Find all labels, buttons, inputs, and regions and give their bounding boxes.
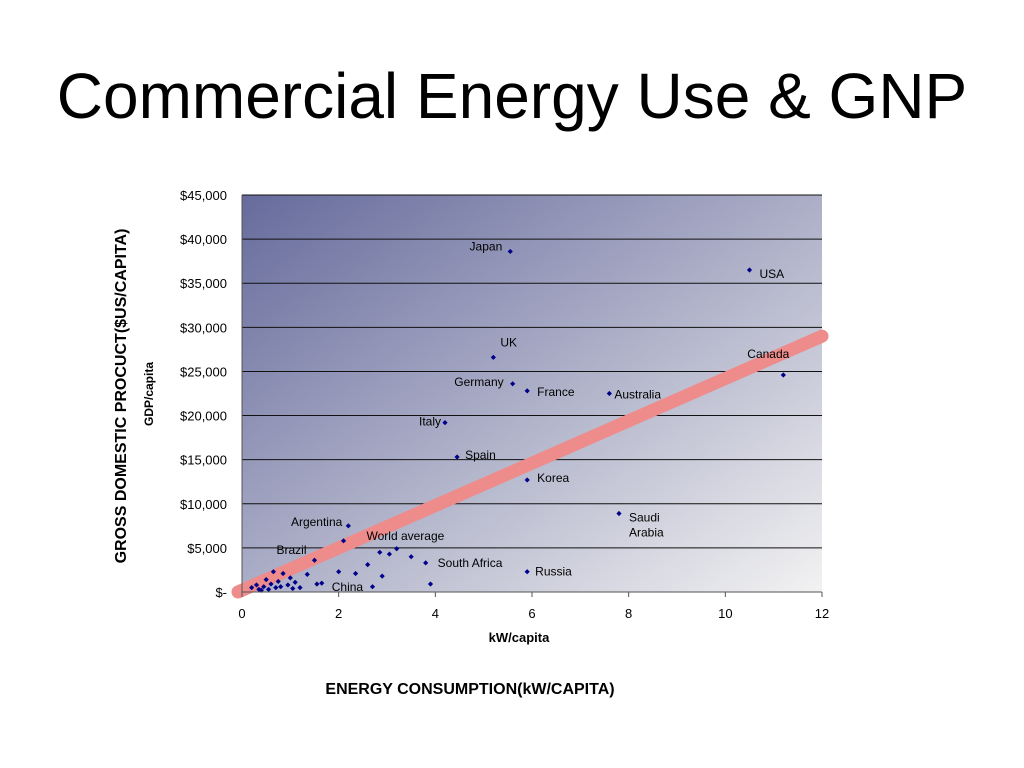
point-label: Saudi Arabia: [629, 510, 664, 539]
y-axis-label: GDP/capita: [142, 362, 156, 426]
data-point: [275, 578, 281, 585]
data-point: [369, 584, 376, 590]
data-point: [270, 569, 277, 575]
x-tick-label: 10: [718, 606, 732, 621]
data-point: [285, 582, 291, 588]
data-point: [379, 573, 385, 579]
y-tick-label: $20,000: [180, 409, 227, 424]
data-point-labeled: [319, 580, 325, 586]
data-point: [386, 551, 393, 557]
x-tick-label: 4: [432, 606, 439, 621]
data-point: [292, 579, 298, 585]
data-point: [290, 585, 296, 592]
data-point-labeled: [616, 510, 622, 517]
point-label: Korea: [537, 471, 569, 485]
point-label: Canada: [747, 347, 789, 361]
data-point: [265, 586, 272, 592]
y-tick-label: $25,000: [180, 364, 227, 379]
data-point-labeled: [510, 381, 516, 387]
data-point-labeled: [442, 420, 448, 426]
y-tick-label: $5,000: [187, 541, 227, 556]
data-point-labeled: [345, 523, 351, 529]
point-label: South Africa: [438, 556, 503, 570]
data-point-labeled: [423, 560, 429, 566]
data-point: [273, 584, 279, 591]
data-point: [365, 562, 371, 568]
point-label: World average: [367, 529, 445, 543]
data-point: [336, 569, 342, 575]
data-point-labeled: [524, 569, 530, 575]
data-point-labeled: [311, 557, 318, 563]
data-point: [427, 581, 434, 587]
data-point: [261, 584, 267, 590]
data-point: [249, 584, 255, 591]
x-tick-label: 2: [335, 606, 342, 621]
trendline-layer: [231, 329, 829, 599]
data-point: [253, 582, 260, 588]
point-label: Argentina: [291, 515, 343, 529]
point-label: Japan: [470, 239, 503, 253]
x-tick-label: 12: [815, 606, 829, 621]
data-point: [287, 575, 293, 581]
outer-x-axis-label: ENERGY CONSUMPTION(kW/CAPITA): [325, 681, 615, 698]
data-point: [278, 584, 284, 590]
x-tick-label: 6: [528, 606, 535, 621]
point-label: China: [332, 580, 364, 594]
data-point-labeled: [524, 477, 530, 483]
point-label: Australia: [614, 388, 661, 402]
data-point: [268, 581, 274, 587]
y-tick-label: $15,000: [180, 453, 227, 468]
y-tick-label: $35,000: [180, 276, 227, 291]
axes: [241, 195, 823, 597]
point-label: USA: [760, 267, 785, 281]
data-point: [377, 549, 383, 555]
y-tick-label: $40,000: [180, 232, 227, 247]
data-point: [258, 587, 264, 593]
data-point-labeled: [606, 390, 612, 397]
plot-area: [242, 195, 822, 592]
data-point: [297, 584, 303, 591]
point-label: Italy: [419, 415, 441, 429]
data-points: [249, 248, 786, 593]
data-point: [304, 571, 310, 577]
point-label: France: [537, 385, 575, 399]
tick-labels: $- $5,000 $10,000 $15,000 $20,000 $25,000 $30,…: [180, 188, 829, 621]
point-label: Russia: [535, 565, 572, 579]
point-label: Spain: [465, 448, 496, 462]
data-point-labeled: [454, 454, 460, 460]
point-label: Germany: [454, 375, 503, 389]
y-tick-label: $-: [215, 585, 227, 600]
point-label: Brazil: [276, 543, 306, 557]
y-tick-label: $45,000: [180, 188, 227, 203]
y-tick-label: $30,000: [180, 320, 227, 335]
data-point: [256, 586, 262, 592]
point-labels: Japan USA UK Canada Germany France Australia It…: [276, 239, 789, 594]
data-point: [394, 546, 400, 552]
data-point: [408, 554, 414, 560]
x-axis-label: kW/capita: [489, 630, 550, 645]
point-label: UK: [500, 335, 517, 349]
data-point-labeled: [780, 372, 786, 378]
data-point: [314, 581, 320, 587]
data-point: [263, 577, 269, 583]
y-tick-label: $10,000: [180, 497, 227, 512]
x-tick-label: 8: [625, 606, 632, 621]
trendline: [231, 329, 829, 599]
data-point-labeled: [340, 538, 347, 544]
data-point: [352, 570, 359, 577]
slide-title: Commercial Energy Use & GNP: [56, 60, 968, 132]
data-point-labeled: [524, 388, 530, 394]
data-point: [280, 570, 286, 577]
data-point-labeled: [746, 267, 753, 273]
x-tick-label: 0: [238, 606, 245, 621]
data-point-labeled: [507, 248, 513, 255]
data-point-labeled: [490, 354, 496, 360]
